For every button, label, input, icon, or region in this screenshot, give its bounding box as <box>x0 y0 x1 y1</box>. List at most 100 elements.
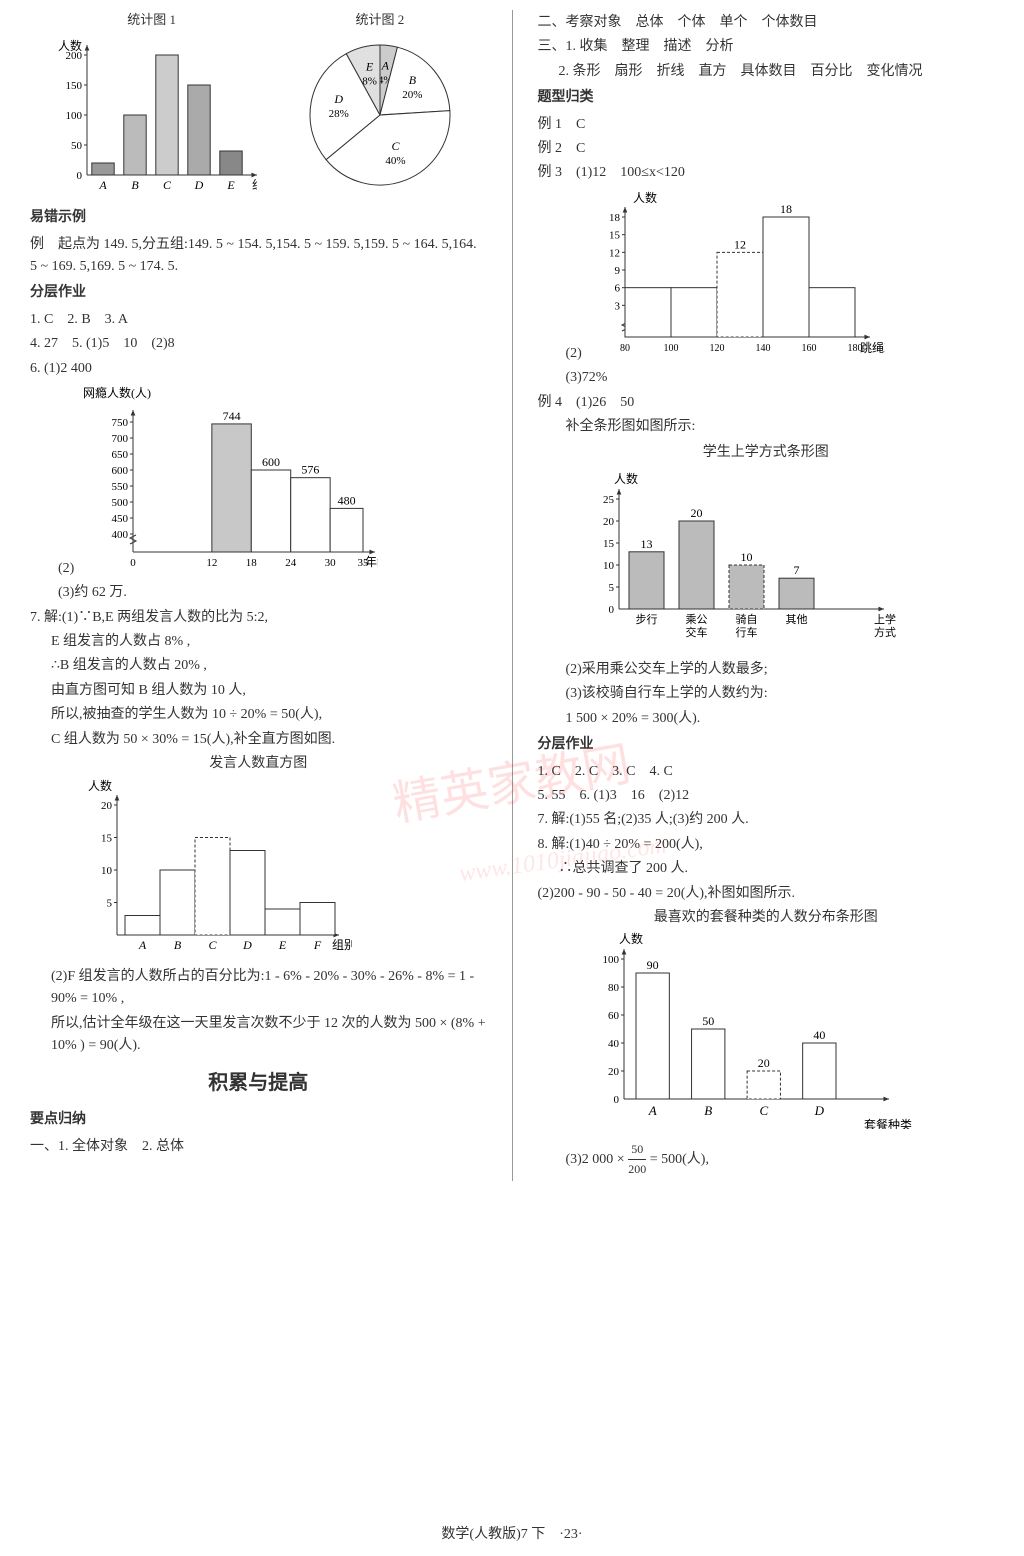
svg-text:步行: 步行 <box>636 613 658 626</box>
chart2-title: 统计图 2 <box>290 10 470 31</box>
svg-text:90: 90 <box>647 958 659 972</box>
q7-8: 所以,估计全年级在这一天里发言次数不少于 12 次的人数为 500 × (8% … <box>30 1013 487 1058</box>
svg-text:80: 80 <box>608 982 620 994</box>
ex4-5: 1 500 × 20% = 300(人). <box>537 708 994 730</box>
ex3-1: 例 3 (1)12 100≤x<120 <box>537 162 994 184</box>
svg-text:0: 0 <box>76 170 82 182</box>
svg-text:35: 35 <box>357 557 369 569</box>
svg-text:骑自: 骑自 <box>736 613 758 626</box>
svg-text:80: 80 <box>620 343 630 354</box>
right-column: 二、考察对象 总体 个体 单个 个体数目 三、1. 收集 整理 描述 分析 2.… <box>537 10 994 1181</box>
svg-text:B: B <box>174 938 182 952</box>
svg-text:9: 9 <box>615 265 621 277</box>
svg-text:13: 13 <box>641 536 653 550</box>
rans1: 1. C 2. C 3. C 4. C <box>537 761 994 783</box>
svg-text:40: 40 <box>608 1038 620 1050</box>
svg-text:10: 10 <box>603 560 615 572</box>
top-charts-row: 统计图 1 人数组别50100150200ABCDE0 统计图 2 A4%B20… <box>30 10 487 203</box>
chart7-svg: 人数套餐种类20406080100090A50B20C40D <box>579 929 919 1129</box>
svg-text:12: 12 <box>609 247 620 259</box>
svg-text:交车: 交车 <box>686 625 708 639</box>
yaodian-1: 一、1. 全体对象 2. 总体 <box>30 1136 487 1158</box>
q7-1: 7. 解:(1)∵B,E 两组发言人数的比为 5:2, <box>30 607 487 629</box>
chart6-title: 学生上学方式条形图 <box>537 442 994 464</box>
q7-2: E 组发言的人数占 8% , <box>30 631 487 653</box>
ex2: 例 2 C <box>537 138 994 160</box>
q7-3: ∴B 组发言的人数占 20% , <box>30 655 487 677</box>
svg-text:10: 10 <box>741 550 753 564</box>
svg-text:15: 15 <box>603 538 615 550</box>
svg-text:E: E <box>365 59 374 73</box>
svg-text:576: 576 <box>301 463 319 477</box>
svg-text:行车: 行车 <box>736 625 758 639</box>
svg-text:方式: 方式 <box>874 625 896 639</box>
chart2-wrap: 统计图 2 A4%B20%C40%D28%E8% <box>290 10 470 203</box>
chart1-title: 统计图 1 <box>47 10 257 31</box>
yaodian-title: 要点归纳 <box>30 1109 487 1131</box>
svg-text:0: 0 <box>614 1094 620 1106</box>
ex3-3: (3)72% <box>537 367 994 389</box>
svg-text:跳绳次数: 跳绳次数 <box>860 340 885 355</box>
svg-text:100: 100 <box>603 954 620 966</box>
chart2-svg: A4%B20%C40%D28%E8% <box>290 35 470 195</box>
svg-text:744: 744 <box>222 409 240 423</box>
svg-text:人数: 人数 <box>633 190 657 205</box>
ex3-2: (2) <box>565 346 581 361</box>
left-ans3: 6. (1)2 400 <box>30 358 487 380</box>
svg-text:套餐种类: 套餐种类 <box>864 1117 912 1129</box>
rans4: 8. 解:(1)40 ÷ 20% = 200(人), <box>537 834 994 856</box>
svg-text:D: D <box>333 92 343 106</box>
svg-text:0: 0 <box>609 604 615 616</box>
r1: 二、考察对象 总体 个体 单个 个体数目 <box>537 12 994 34</box>
svg-text:A: A <box>98 178 107 192</box>
svg-text:20: 20 <box>603 516 615 528</box>
svg-text:5: 5 <box>107 898 113 910</box>
ex4-1: 例 4 (1)26 50 <box>537 392 994 414</box>
r3: 2. 条形 扇形 折线 直方 具体数目 百分比 变化情况 <box>537 61 994 83</box>
svg-text:480: 480 <box>337 493 355 507</box>
svg-text:其他: 其他 <box>786 613 808 626</box>
svg-text:750: 750 <box>111 417 128 429</box>
svg-text:25: 25 <box>603 494 615 506</box>
rans6: (2)200 - 90 - 50 - 40 = 20(人),补图如图所示. <box>537 883 994 905</box>
column-divider <box>512 10 513 1181</box>
q7-6: C 组人数为 50 × 30% = 15(人),补全直方图如图. <box>30 729 487 751</box>
page-footer: 数学(人教版)7 下 ·23· <box>0 1524 1024 1546</box>
svg-text:A: A <box>138 938 147 952</box>
svg-text:C: C <box>760 1103 769 1118</box>
svg-text:B: B <box>131 178 139 192</box>
svg-text:550: 550 <box>111 481 128 493</box>
fenceng-title-right: 分层作业 <box>537 734 994 756</box>
left-ans1: 1. C 2. B 3. A <box>30 309 487 331</box>
svg-text:200: 200 <box>65 50 82 62</box>
svg-text:F: F <box>313 938 322 952</box>
svg-text:20: 20 <box>608 1066 620 1078</box>
svg-text:30: 30 <box>324 557 336 569</box>
svg-text:B: B <box>705 1103 713 1118</box>
ex1: 例 1 C <box>537 114 994 136</box>
fenceng-title-left: 分层作业 <box>30 282 487 304</box>
chart4-wrap: 人数组别5101520ABCDEF <box>30 775 487 963</box>
svg-text:500: 500 <box>111 497 128 509</box>
left-column: 统计图 1 人数组别50100150200ABCDE0 统计图 2 A4%B20… <box>30 10 487 1181</box>
svg-text:乘公: 乘公 <box>686 613 708 626</box>
svg-text:20: 20 <box>101 800 113 812</box>
svg-text:18: 18 <box>780 202 792 216</box>
svg-text:12: 12 <box>206 557 217 569</box>
chart1-wrap: 统计图 1 人数组别50100150200ABCDE0 <box>47 10 257 203</box>
svg-text:160: 160 <box>802 343 817 354</box>
svg-text:人数: 人数 <box>619 931 643 946</box>
svg-text:20: 20 <box>691 506 703 520</box>
q7-5: 所以,被抽查的学生人数为 10 ÷ 20% = 50(人), <box>30 704 487 726</box>
svg-text:700: 700 <box>111 433 128 445</box>
svg-text:600: 600 <box>111 465 128 477</box>
left-ans4: (2) <box>58 561 74 576</box>
svg-text:600: 600 <box>262 455 280 469</box>
svg-text:12: 12 <box>734 237 746 251</box>
svg-text:28%: 28% <box>329 108 349 120</box>
chart7-wrap: 人数套餐种类20406080100090A50B20C40D <box>537 929 994 1137</box>
svg-text:18: 18 <box>609 212 621 224</box>
rans3: 7. 解:(1)55 名;(2)35 人;(3)约 200 人. <box>537 809 994 831</box>
svg-text:0: 0 <box>130 557 136 569</box>
svg-text:组别: 组别 <box>332 938 352 952</box>
